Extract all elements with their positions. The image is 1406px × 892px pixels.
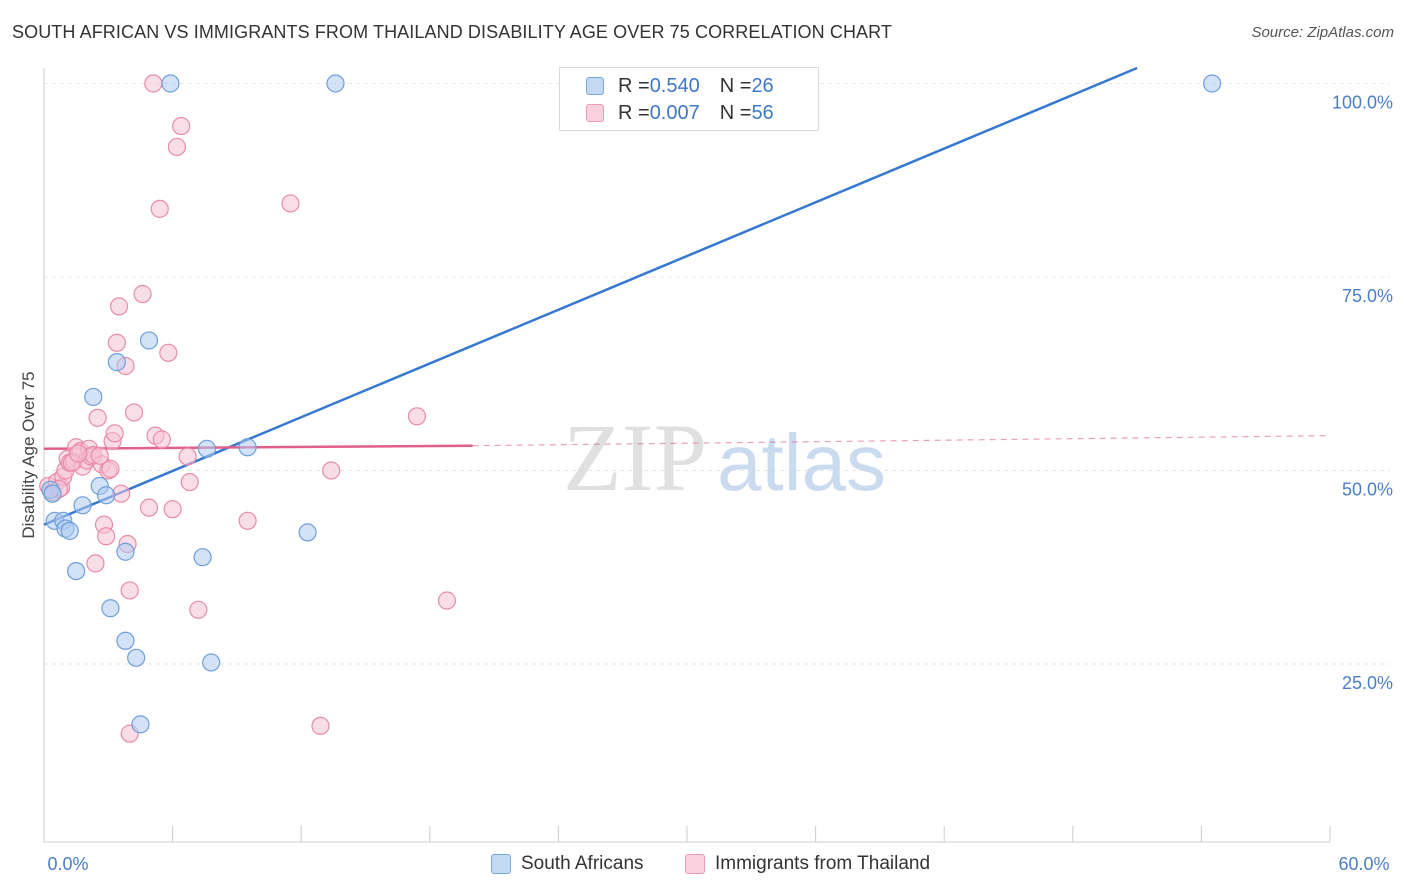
y-axis-label: Disability Age Over 75	[19, 371, 38, 538]
watermark: ZIP atlas	[563, 404, 886, 511]
point-thailand	[107, 333, 126, 352]
point-south-africans	[116, 542, 135, 561]
point-thailand	[124, 403, 144, 422]
point-south-africans	[84, 387, 103, 407]
legend-item-thailand: Immigrants from Thailand	[685, 851, 930, 877]
correlation-legend: R = 0.540 N = 26 R = 0.007 N = 56	[559, 67, 819, 131]
point-thailand	[150, 199, 169, 218]
point-south-africans	[127, 648, 146, 667]
point-south-africans	[1203, 74, 1222, 93]
legend-n-value: 26	[751, 74, 774, 97]
legend-r-value: 0.540	[649, 74, 700, 97]
point-thailand	[139, 498, 159, 517]
y-tick-label: 75.0%	[1342, 286, 1393, 306]
y-tick-label: 25.0%	[1342, 673, 1393, 693]
legend-item-south-africans: South Africans	[491, 851, 644, 877]
point-south-africans	[197, 439, 216, 458]
point-south-africans	[73, 496, 92, 515]
point-thailand	[311, 716, 330, 736]
legend-swatch-blue	[586, 77, 604, 95]
point-thailand	[437, 591, 457, 610]
point-thailand	[112, 484, 131, 503]
point-south-africans	[238, 438, 257, 457]
legend-n-label: N =	[719, 101, 752, 124]
point-south-africans	[202, 653, 221, 672]
chart-title: SOUTH AFRICAN VS IMMIGRANTS FROM THAILAN…	[12, 22, 893, 42]
point-thailand	[120, 581, 139, 600]
point-thailand	[109, 297, 129, 316]
point-thailand	[88, 408, 107, 427]
point-south-africans	[161, 74, 180, 93]
point-south-africans	[67, 561, 86, 581]
legend-row-thailand: R = 0.007 N = 56	[586, 101, 774, 125]
point-thailand	[281, 194, 300, 213]
point-south-africans	[60, 521, 79, 540]
y-tick-label: 100.0%	[1332, 92, 1393, 112]
x-tick-label-max: 60.0%	[1338, 854, 1389, 874]
point-thailand	[133, 284, 152, 304]
legend-r-value: 0.007	[649, 101, 700, 124]
legend-swatch-pink	[586, 104, 604, 122]
data-points	[39, 74, 1222, 743]
x-tick-label-min: 0.0%	[47, 854, 88, 874]
point-thailand	[172, 116, 191, 136]
point-thailand	[407, 407, 427, 426]
tick-labels: 25.0% 50.0% 75.0% 100.0% 0.0% 60.0%	[47, 92, 1393, 874]
point-south-africans	[139, 331, 159, 350]
axes	[43, 68, 1331, 843]
legend-n-label: N =	[719, 74, 752, 97]
point-south-africans	[43, 484, 62, 503]
point-thailand	[167, 137, 186, 157]
point-south-africans	[326, 74, 345, 93]
legend-label-south-africans: South Africans	[521, 853, 644, 874]
point-thailand	[86, 554, 105, 573]
point-south-africans	[131, 715, 150, 734]
point-thailand	[180, 472, 199, 492]
grid-lines	[44, 82, 1390, 665]
watermark-zip: ZIP	[563, 404, 707, 511]
legend-swatch-pink	[685, 854, 705, 874]
point-south-africans	[101, 599, 120, 618]
point-thailand	[238, 511, 257, 530]
legend-r-label: R =	[618, 74, 650, 97]
y-tick-label: 50.0%	[1342, 479, 1393, 499]
legend-label-thailand: Immigrants from Thailand	[715, 853, 931, 874]
legend-n-value: 56	[751, 101, 774, 124]
point-south-africans	[298, 523, 317, 542]
legend-r-label: R =	[618, 101, 650, 124]
point-thailand	[101, 459, 120, 479]
point-thailand	[69, 444, 88, 463]
point-thailand	[105, 424, 124, 443]
legend-row-south-africans: R = 0.540 N = 26	[586, 74, 774, 98]
point-thailand	[189, 600, 208, 619]
point-thailand	[97, 527, 116, 546]
point-thailand	[152, 430, 171, 449]
point-thailand	[178, 447, 197, 466]
point-thailand	[163, 500, 182, 519]
point-south-africans	[107, 353, 126, 372]
chart-source: Source: ZipAtlas.com	[1251, 24, 1394, 41]
point-thailand	[144, 74, 163, 93]
legend-swatch-blue	[491, 854, 511, 874]
point-south-africans	[116, 631, 135, 650]
point-south-africans	[97, 486, 116, 505]
point-south-africans	[193, 548, 212, 567]
point-thailand	[322, 461, 341, 480]
point-thailand	[159, 343, 178, 362]
point-thailand	[90, 446, 109, 465]
watermark-atlas: atlas	[717, 418, 886, 507]
